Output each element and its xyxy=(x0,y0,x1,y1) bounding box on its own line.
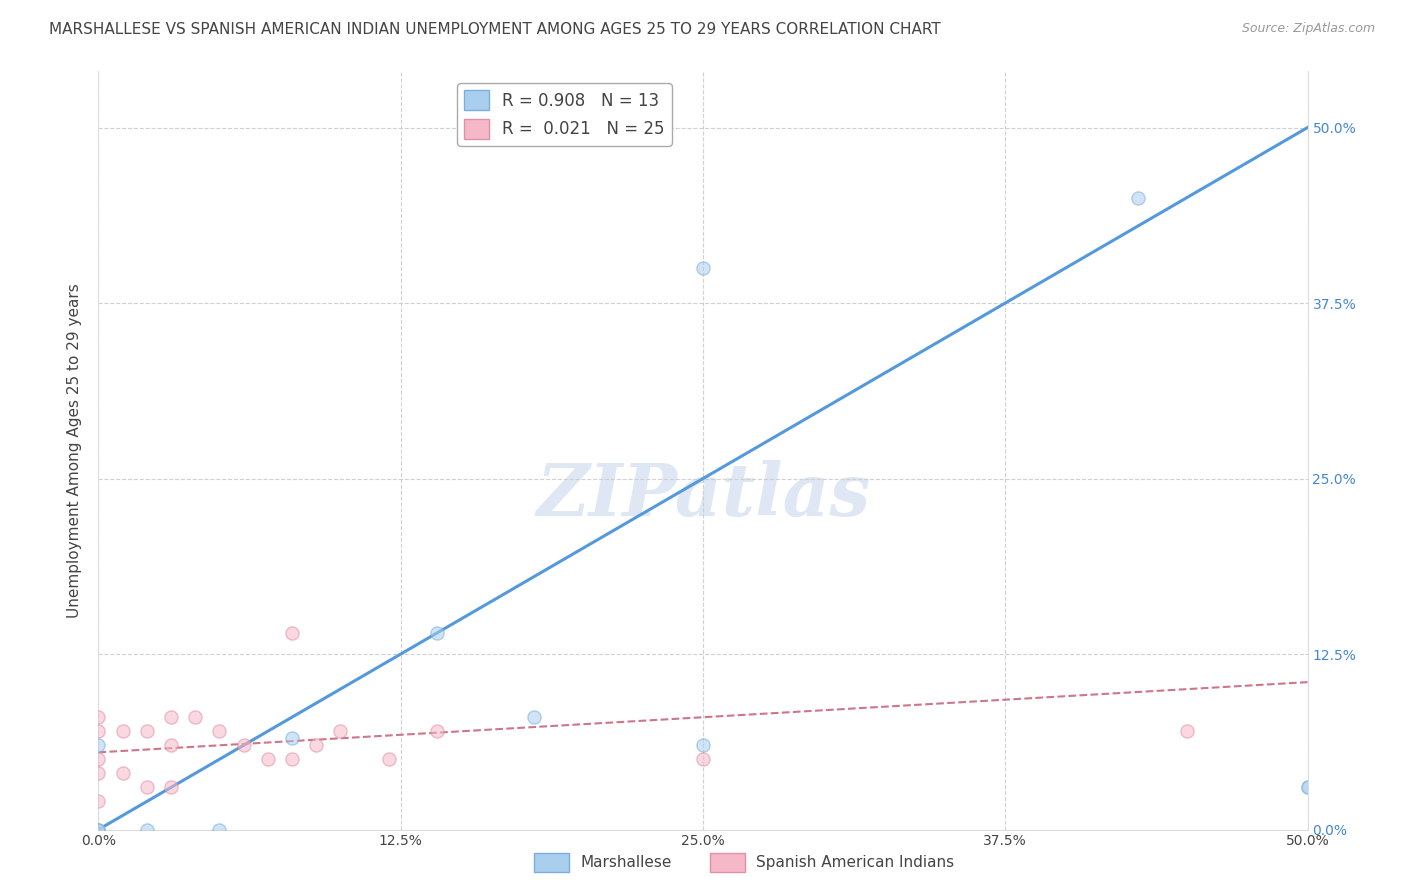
Point xyxy=(135,780,157,795)
Point xyxy=(281,731,304,746)
Point xyxy=(87,739,110,753)
Point xyxy=(87,724,110,739)
Text: ZIPatlas: ZIPatlas xyxy=(536,460,870,532)
Point xyxy=(160,780,183,795)
Text: MARSHALLESE VS SPANISH AMERICAN INDIAN UNEMPLOYMENT AMONG AGES 25 TO 29 YEARS CO: MARSHALLESE VS SPANISH AMERICAN INDIAN U… xyxy=(49,22,941,37)
Point xyxy=(87,822,110,837)
Point xyxy=(281,626,304,640)
Point xyxy=(208,724,231,739)
Point xyxy=(135,822,157,837)
Point xyxy=(256,752,278,766)
Point xyxy=(87,822,110,837)
Point xyxy=(232,739,254,753)
Point xyxy=(184,710,207,724)
Point xyxy=(281,752,304,766)
Text: Source: ZipAtlas.com: Source: ZipAtlas.com xyxy=(1241,22,1375,36)
Point xyxy=(1128,191,1150,205)
Point xyxy=(208,822,231,837)
Point xyxy=(426,626,449,640)
Point xyxy=(692,739,714,753)
Legend: R = 0.908   N = 13, R =  0.021   N = 25: R = 0.908 N = 13, R = 0.021 N = 25 xyxy=(457,84,672,145)
Point xyxy=(1296,780,1319,795)
Point xyxy=(160,739,183,753)
Point xyxy=(160,710,183,724)
Point xyxy=(692,752,714,766)
Text: Spanish American Indians: Spanish American Indians xyxy=(756,855,955,870)
Text: Marshallese: Marshallese xyxy=(581,855,672,870)
Point xyxy=(523,710,546,724)
Point xyxy=(87,822,110,837)
Point xyxy=(135,724,157,739)
Point xyxy=(87,795,110,809)
Point xyxy=(87,766,110,780)
Y-axis label: Unemployment Among Ages 25 to 29 years: Unemployment Among Ages 25 to 29 years xyxy=(67,283,83,618)
Point xyxy=(1296,780,1319,795)
Point xyxy=(377,752,399,766)
Point xyxy=(111,724,134,739)
Point xyxy=(111,766,134,780)
Point xyxy=(692,260,714,275)
Point xyxy=(305,739,328,753)
Point xyxy=(87,710,110,724)
Point xyxy=(426,724,449,739)
Point xyxy=(1175,724,1198,739)
Point xyxy=(87,752,110,766)
Point xyxy=(329,724,352,739)
